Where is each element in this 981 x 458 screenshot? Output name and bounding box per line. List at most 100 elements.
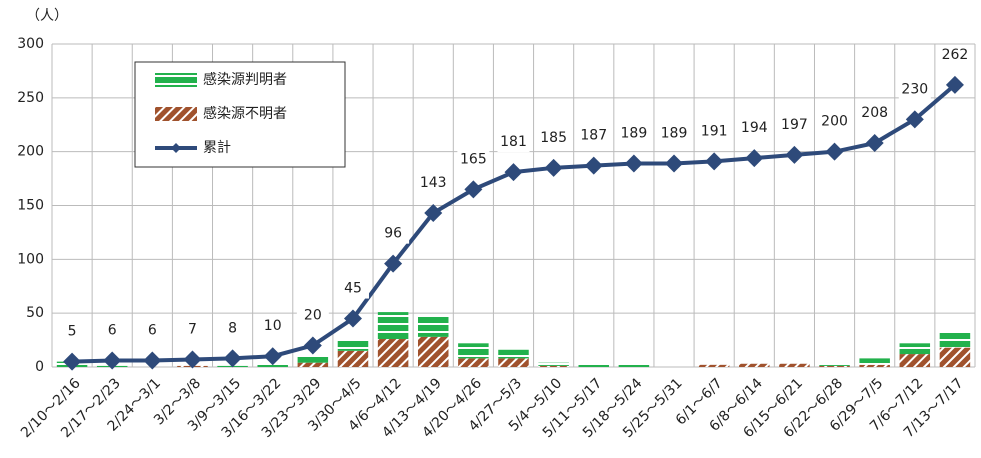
data-label: 165 [460,151,487,167]
line-marker [665,154,684,173]
bar [939,347,971,367]
line-marker [384,254,403,273]
label-bg [577,125,610,146]
label-bg [658,123,691,144]
bar [337,340,369,351]
bar [899,343,931,355]
bar [377,312,409,340]
label-bg [818,111,851,132]
line-marker [343,309,362,328]
label-bg [96,320,129,341]
bar [899,354,931,367]
data-label: 262 [942,47,969,63]
line-marker [745,149,764,168]
y-tick-label: 50 [26,305,44,321]
data-label: 181 [500,134,527,150]
legend-marker [171,143,181,153]
line-marker [464,180,483,199]
data-label: 7 [188,321,197,337]
label-bg [778,114,811,135]
data-label: 45 [344,281,362,297]
bar [257,364,288,367]
line-marker [544,158,563,177]
data-label: 185 [540,130,567,146]
line-marker [424,204,443,223]
label-bg [738,118,771,139]
label-bg [136,320,169,341]
bar [498,358,529,367]
bar [618,364,650,367]
data-label: 200 [821,114,848,130]
data-label: 20 [304,307,322,323]
label-bg [377,223,410,244]
bar [538,362,569,366]
label-bg [457,149,490,170]
bar [859,358,890,365]
line-marker [584,156,603,175]
bar [417,316,449,337]
line-marker [103,351,122,370]
line-marker [143,351,162,370]
legend-label: 感染源不明者 [203,105,287,122]
y-axis-unit: （人） [26,8,68,24]
label-bg [56,321,89,342]
data-label: 8 [228,320,237,336]
bar [859,364,890,367]
line-marker [263,347,282,366]
data-label: 6 [108,323,117,339]
label-bg [256,316,289,337]
label-bg [938,44,971,65]
line-marker [504,163,523,182]
line-marker [945,75,964,94]
label-bg [617,123,650,144]
data-label: 197 [781,117,808,133]
y-tick-label: 200 [17,144,44,160]
bar [417,336,449,367]
bar [458,358,489,367]
data-label: 191 [701,123,728,139]
data-label: 189 [621,126,648,142]
line-marker [303,336,322,355]
bar [698,364,730,367]
data-label: 230 [901,81,928,97]
label-bg [216,318,249,339]
label-bg [898,79,931,100]
label-bg [417,173,450,194]
y-tick-label: 0 [35,359,44,375]
line-marker [624,154,643,173]
label-bg [176,319,209,340]
line-marker [63,352,82,371]
data-label: 96 [384,226,402,242]
line-marker [905,110,924,129]
bar [538,365,569,367]
label-bg [497,132,530,153]
data-label: 5 [68,324,77,340]
label-bg [537,127,570,148]
bar [297,362,329,367]
bar [297,356,329,363]
data-label: 6 [148,323,157,339]
bar [939,332,971,348]
legend-swatch [155,73,197,87]
bar [377,339,409,367]
data-label: 143 [420,175,447,191]
line-marker [825,142,844,161]
bar [578,364,610,367]
bar [337,350,369,367]
label-bg [296,305,329,326]
line-marker [223,349,242,368]
legend-swatch [155,107,197,121]
data-label: 208 [861,105,888,121]
label-bg [698,121,731,142]
line-marker [183,350,202,369]
line-marker [705,152,724,171]
line-marker [865,134,884,153]
y-tick-label: 250 [17,90,44,106]
legend-label: 累計 [203,140,231,156]
y-tick-label: 300 [17,36,44,52]
label-bg [858,103,891,124]
legend-label: 感染源判明者 [203,71,287,88]
y-tick-label: 100 [17,251,44,267]
bar [819,363,850,366]
